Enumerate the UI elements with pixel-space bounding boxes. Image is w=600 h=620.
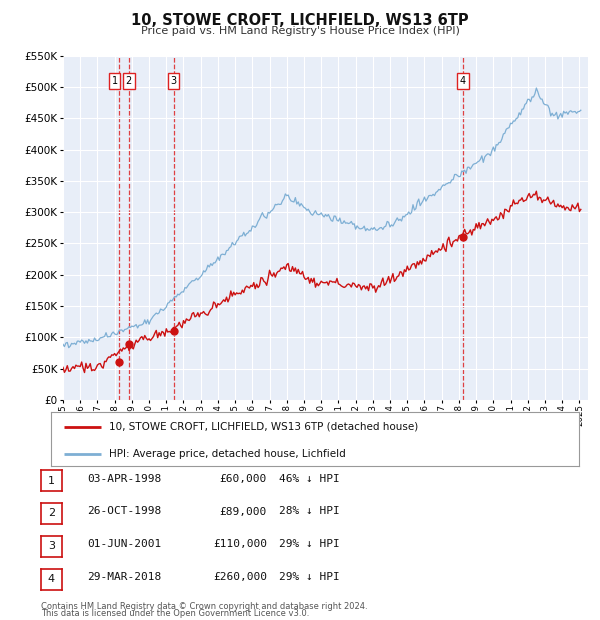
Text: 1: 1 bbox=[112, 76, 118, 86]
Text: £60,000: £60,000 bbox=[220, 474, 267, 484]
Text: 29% ↓ HPI: 29% ↓ HPI bbox=[279, 572, 340, 582]
Text: 26-OCT-1998: 26-OCT-1998 bbox=[87, 507, 161, 516]
Text: 03-APR-1998: 03-APR-1998 bbox=[87, 474, 161, 484]
Text: 01-JUN-2001: 01-JUN-2001 bbox=[87, 539, 161, 549]
Text: 29-MAR-2018: 29-MAR-2018 bbox=[87, 572, 161, 582]
Text: Price paid vs. HM Land Registry's House Price Index (HPI): Price paid vs. HM Land Registry's House … bbox=[140, 26, 460, 36]
Text: 46% ↓ HPI: 46% ↓ HPI bbox=[279, 474, 340, 484]
Text: This data is licensed under the Open Government Licence v3.0.: This data is licensed under the Open Gov… bbox=[41, 609, 309, 618]
Text: 3: 3 bbox=[170, 76, 176, 86]
Text: £89,000: £89,000 bbox=[220, 507, 267, 516]
Text: £110,000: £110,000 bbox=[213, 539, 267, 549]
Text: 4: 4 bbox=[48, 574, 55, 584]
Text: 28% ↓ HPI: 28% ↓ HPI bbox=[279, 507, 340, 516]
Text: 2: 2 bbox=[48, 508, 55, 518]
Text: 1: 1 bbox=[48, 476, 55, 485]
Text: 4: 4 bbox=[460, 76, 466, 86]
Text: 2: 2 bbox=[125, 76, 132, 86]
Text: £260,000: £260,000 bbox=[213, 572, 267, 582]
Text: 10, STOWE CROFT, LICHFIELD, WS13 6TP (detached house): 10, STOWE CROFT, LICHFIELD, WS13 6TP (de… bbox=[109, 422, 418, 432]
Text: 10, STOWE CROFT, LICHFIELD, WS13 6TP: 10, STOWE CROFT, LICHFIELD, WS13 6TP bbox=[131, 13, 469, 28]
Text: 3: 3 bbox=[48, 541, 55, 551]
Text: HPI: Average price, detached house, Lichfield: HPI: Average price, detached house, Lich… bbox=[109, 450, 346, 459]
Text: Contains HM Land Registry data © Crown copyright and database right 2024.: Contains HM Land Registry data © Crown c… bbox=[41, 602, 367, 611]
Text: 29% ↓ HPI: 29% ↓ HPI bbox=[279, 539, 340, 549]
